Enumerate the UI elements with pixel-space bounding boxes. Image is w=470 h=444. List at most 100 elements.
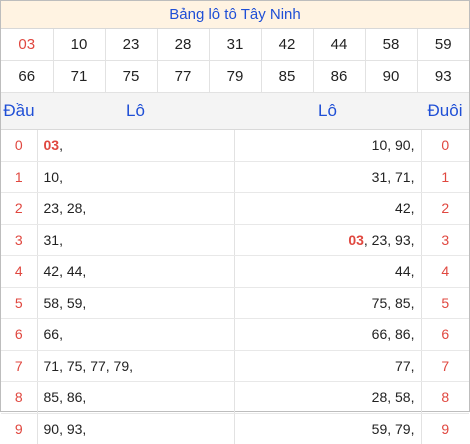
dau-cell: 2 — [1, 192, 38, 225]
number-cell: 58 — [365, 29, 418, 61]
page-title: Bảng lô tô Tây Ninh — [1, 1, 469, 29]
lo-left-text: 90, 93, — [43, 420, 87, 437]
dau-cell: 6 — [1, 318, 38, 351]
lo-left-cell: 31, — [37, 224, 235, 256]
lo-right-cell: 66, 86, — [234, 318, 422, 351]
lo-right-cell: 44, — [234, 255, 422, 288]
lo-right-text: 44, — [395, 263, 415, 280]
duoi-cell: 8 — [421, 381, 469, 414]
number-cell: 31 — [209, 29, 262, 61]
number-cell: 03 — [1, 29, 54, 61]
dau-cell: 7 — [1, 350, 38, 382]
header-lo-right: Lô — [234, 93, 421, 130]
dau-duoi-table: Đầu Lô Lô Đuôi — [1, 93, 469, 130]
lo-right-cell: 77, — [234, 350, 422, 382]
lo-left-cell: 42, 44, — [37, 255, 235, 288]
number-cell: 85 — [261, 60, 314, 93]
lo-right-cell: 59, 79, — [234, 413, 422, 444]
header-dau: Đầu — [1, 93, 37, 130]
table-row: 6 66, 66, 86, 6 — [1, 318, 469, 351]
lo-right-cell: 42, — [234, 192, 422, 225]
number-cell: 44 — [313, 29, 366, 61]
number-cell: 77 — [157, 60, 210, 93]
table-row: 5 58, 59, 75, 85, 5 — [1, 287, 469, 319]
lo-left-text: 10, — [43, 168, 63, 185]
duoi-cell: 6 — [421, 318, 469, 351]
dau-cell: 5 — [1, 287, 38, 319]
lo-left-cell: 58, 59, — [37, 287, 235, 319]
table-row: 3 31, 03, 23, 93, 3 — [1, 224, 469, 256]
dau-cell: 1 — [1, 161, 38, 193]
table-row: 8 85, 86, 28, 58, 8 — [1, 381, 469, 414]
lo-right-text: 77, — [395, 357, 415, 374]
lo-left-text: 85, 86, — [43, 389, 87, 406]
lo-right-cell: 75, 85, — [234, 287, 422, 319]
duoi-cell: 0 — [421, 130, 469, 162]
rows-table: 0 03, 10, 90, 0 1 10, 31, 71, 1 2 23, 28, 42, 2 3 31,… — [1, 130, 469, 444]
duoi-cell: 2 — [421, 192, 469, 225]
lo-left-cell: 10, — [37, 161, 235, 193]
header-duoi: Đuôi — [421, 93, 469, 130]
lo-left-cell: 03, — [37, 130, 235, 162]
lo-left-text: , — [59, 137, 63, 154]
dau-cell: 4 — [1, 255, 38, 288]
table-row: 1 10, 31, 71, 1 — [1, 161, 469, 193]
dau-cell: 0 — [1, 130, 38, 162]
duoi-cell: 7 — [421, 350, 469, 382]
lo-left-text: 31, — [43, 231, 63, 248]
number-cell: 42 — [261, 29, 314, 61]
duoi-cell: 3 — [421, 224, 469, 256]
lo-right-text: 28, 58, — [371, 389, 415, 406]
dau-cell: 3 — [1, 224, 38, 256]
lo-left-cell: 66, — [37, 318, 235, 351]
number-cell: 28 — [157, 29, 210, 61]
number-cell: 66 — [1, 60, 54, 93]
lo-right-cell: 31, 71, — [234, 161, 422, 193]
table-row: 0 03, 10, 90, 0 — [1, 130, 469, 162]
lo-right-text: , 23, 93, — [363, 231, 415, 248]
lo-left-cell: 23, 28, — [37, 192, 235, 225]
table-row: 9 90, 93, 59, 79, 9 — [1, 413, 469, 444]
table-row: 4 42, 44, 44, 4 — [1, 255, 469, 288]
lo-right-text: 31, 71, — [371, 168, 415, 185]
lo-right-text: 75, 85, — [371, 294, 415, 311]
lo-right-cell: 03, 23, 93, — [234, 224, 422, 256]
lo-right-text: 42, — [395, 200, 415, 217]
lo-left-cell: 90, 93, — [37, 413, 235, 444]
lo-right-text: 10, 90, — [371, 137, 415, 154]
lo-left-cell: 85, 86, — [37, 381, 235, 414]
number-cell: 71 — [53, 60, 106, 93]
header-row: Đầu Lô Lô Đuôi — [1, 93, 469, 130]
lo-left-cell: 71, 75, 77, 79, — [37, 350, 235, 382]
number-cell: 59 — [417, 29, 469, 61]
number-cell: 90 — [365, 60, 418, 93]
header-lo-left: Lô — [37, 93, 234, 130]
number-cell: 10 — [53, 29, 106, 61]
dau-cell: 8 — [1, 381, 38, 414]
dau-cell: 9 — [1, 413, 38, 444]
highlight-number: 03 — [348, 231, 364, 248]
lo-left-text: 66, — [43, 326, 63, 343]
table-row: 2 23, 28, 42, 2 — [1, 192, 469, 225]
lo-right-text: 66, 86, — [371, 326, 415, 343]
number-cell: 93 — [417, 60, 469, 93]
number-cell: 23 — [105, 29, 158, 61]
number-cell: 86 — [313, 60, 366, 93]
duoi-cell: 1 — [421, 161, 469, 193]
duoi-cell: 4 — [421, 255, 469, 288]
lo-left-text: 23, 28, — [43, 200, 87, 217]
lo-right-text: 59, 79, — [371, 420, 415, 437]
numbers-row-1: 03 10 23 28 31 42 44 58 59 — [1, 29, 469, 61]
lo-left-text: 71, 75, 77, 79, — [43, 357, 134, 374]
numbers-grid: 03 10 23 28 31 42 44 58 59 66 71 75 77 7… — [1, 29, 469, 93]
lo-right-cell: 28, 58, — [234, 381, 422, 414]
lo-right-cell: 10, 90, — [234, 130, 422, 162]
table-row: 7 71, 75, 77, 79, 77, 7 — [1, 350, 469, 382]
number-cell: 79 — [209, 60, 262, 93]
number-cell: 75 — [105, 60, 158, 93]
duoi-cell: 9 — [441, 420, 450, 437]
lo-left-text: 58, 59, — [43, 294, 87, 311]
numbers-row-2: 66 71 75 77 79 85 86 90 93 — [1, 60, 469, 93]
lo-left-text: 42, 44, — [43, 263, 87, 280]
